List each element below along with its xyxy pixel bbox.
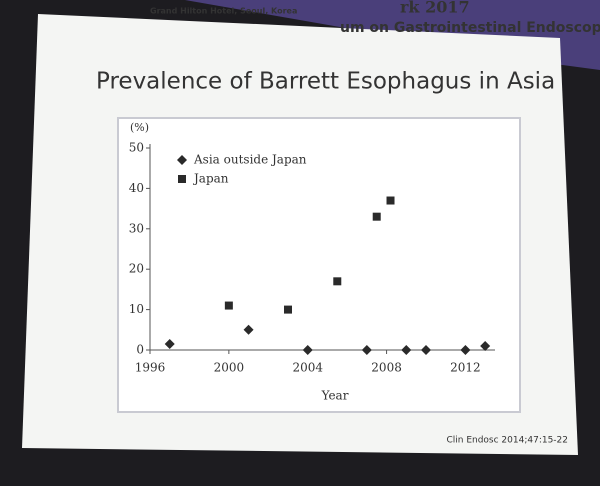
- diamond-marker: [164, 338, 175, 349]
- source: Clin Endosc 2014;47:15-22: [446, 436, 568, 446]
- chart-title: Prevalence of Barrett Esophagus in Asia: [96, 69, 555, 95]
- legend-label: Japan: [192, 172, 229, 186]
- legend-marker: [177, 155, 187, 165]
- header-text: um on Gastrointestinal Endoscopy: [340, 20, 600, 36]
- x-tick-label: 1996: [135, 361, 166, 375]
- x-tick-label: 2008: [371, 361, 402, 375]
- legend-marker: [178, 175, 186, 183]
- diamond-marker: [361, 345, 372, 355]
- x-tick-label: 2012: [450, 361, 481, 375]
- legend-label: Asia outside Japan: [193, 153, 307, 167]
- y-tick-label: 30: [129, 221, 144, 235]
- diamond-marker: [302, 345, 313, 355]
- diamond-marker: [421, 345, 431, 355]
- y-tick-label: 40: [129, 181, 144, 195]
- y-tick-label: 20: [129, 262, 144, 276]
- y-tick-label: 10: [129, 302, 144, 316]
- square-marker: [372, 212, 381, 221]
- x-tick-label: 2000: [214, 361, 245, 375]
- square-marker: [224, 301, 233, 310]
- header-text: rk 2017: [400, 0, 470, 17]
- diamond-marker: [480, 340, 491, 351]
- x-axis-label: Year: [321, 389, 349, 403]
- diamond-marker: [243, 324, 254, 335]
- header-text: Grand Hilton Hotel, Seoul, Korea: [150, 7, 297, 16]
- diamond-marker: [460, 345, 471, 355]
- square-marker: [284, 305, 292, 314]
- diamond-marker: [401, 345, 412, 355]
- square-marker: [333, 277, 342, 286]
- x-tick-label: 2004: [292, 361, 323, 375]
- square-marker: [386, 196, 395, 205]
- y-axis-label: (%): [130, 121, 149, 134]
- y-tick-label: 50: [129, 141, 144, 155]
- y-tick-label: 0: [136, 343, 144, 357]
- plot-frame: [117, 117, 521, 413]
